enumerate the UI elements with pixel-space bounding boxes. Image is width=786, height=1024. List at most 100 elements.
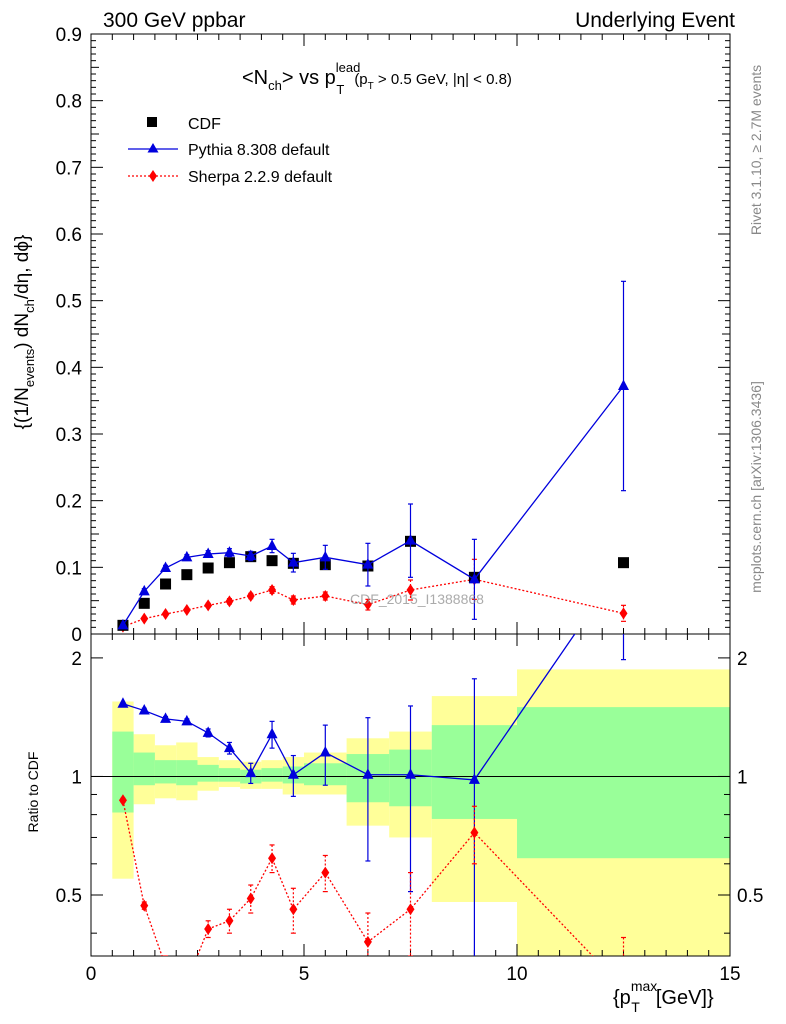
ratio-sherpa-2-2-9-default-point — [321, 866, 330, 879]
main-cdf-point — [618, 557, 629, 569]
main-y-tick-label: 0.4 — [56, 358, 83, 379]
main-pythia-8-308-default-point — [319, 550, 331, 562]
ratio-pythia-8-308-default-point — [266, 727, 278, 739]
title-part-mid: > vs p — [282, 67, 336, 89]
ratio-pythia-8-308-default-point — [223, 741, 235, 753]
ratio-sherpa-2-2-9-default-point — [183, 976, 191, 988]
ratio-sherpa-2-2-9-default-point — [162, 960, 170, 972]
main-y-tick-label: 0.6 — [56, 225, 82, 246]
main-sherpa-2-2-9-default-point — [289, 594, 298, 606]
ratio-band-green — [197, 764, 219, 782]
main-pythia-8-308-default-point — [245, 549, 257, 560]
title-cut-b: > 0.5 GeV, |η| < 0.8) — [374, 71, 512, 88]
ratio-y-tick-label-right: 0.5 — [737, 886, 763, 907]
plot-title: <Nch> vs plead T(pT > 0.5 GeV, |η| < 0.8) — [242, 60, 512, 97]
main-pythia-8-308-default-point — [117, 618, 129, 630]
main-pythia-8-308-default-point — [202, 547, 214, 558]
main-sherpa-2-2-9-default-point — [619, 607, 628, 620]
mcplots-label: mcplots.cern.ch [arXiv:1306.3436] — [748, 381, 764, 593]
ratio-pythia-8-308-default-point — [287, 768, 299, 779]
ratio-pythia-8-308-default-point — [405, 768, 416, 779]
ratio-y-tick-label: 0.5 — [56, 886, 82, 907]
rivet-version-label: Rivet 3.1.10, ≥ 2.7M events — [748, 65, 764, 235]
ratio-sherpa-2-2-9-default-point — [470, 826, 479, 839]
main-cdf-point — [266, 555, 278, 567]
ratio-sherpa-2-2-9-default-line — [122, 800, 594, 956]
ratio-sherpa-2-2-9-default-point — [204, 922, 213, 935]
title-part-main: <N — [242, 67, 268, 89]
title-cut-sub: T — [368, 81, 374, 92]
ratio-y-tick-label: 1 — [71, 767, 82, 788]
header-collision-label: 300 GeV ppbar — [103, 9, 245, 32]
title-sup-lead: lead — [336, 60, 361, 75]
main-y-tick-label: 0.2 — [56, 492, 82, 513]
ratio-sherpa-2-2-9-default-point — [246, 892, 255, 905]
title-cut-a: (p — [354, 71, 367, 88]
ratio-y-tick-label-right: 1 — [737, 767, 748, 788]
main-pythia-8-308-default-point — [223, 546, 235, 557]
legend-cdf-marker — [147, 117, 157, 127]
main-y-tick-label: 0.7 — [56, 158, 82, 179]
axis-tick-labels: 0 5 10 15 0 0.1 0.2 0.3 0.4 0.5 0.6 0.7 0.8 0.9 0.5 0.5… — [56, 25, 764, 985]
ratio-pythia-8-308-default-point — [138, 704, 150, 715]
main-sherpa-2-2-9-default-point — [246, 590, 255, 602]
main-cdf-point — [181, 569, 193, 581]
x-tick-label: 10 — [506, 964, 527, 985]
main-sherpa-2-2-9-default-point — [321, 590, 330, 602]
ratio-plot-data — [117, 634, 626, 988]
legend-pythia-label: Pythia 8.308 default — [188, 142, 330, 159]
ratio-sherpa-2-2-9-default-point — [406, 903, 415, 916]
ratio-sherpa-2-2-9-default-point — [225, 914, 234, 927]
main-pythia-8-308-default-point — [181, 550, 193, 562]
ratio-band-green — [176, 760, 198, 786]
ratio-y-axis-label: Ratio to CDF — [25, 752, 41, 833]
legend-pythia-marker — [147, 143, 159, 153]
legend: CDF Pythia 8.308 default Sherpa 2.2.9 de… — [128, 116, 333, 186]
main-sherpa-2-2-9-default-point — [268, 584, 277, 596]
legend-sherpa-label: Sherpa 2.2.9 default — [188, 169, 333, 186]
main-sherpa-2-2-9-default-point — [182, 604, 191, 616]
ratio-band-green — [261, 768, 283, 782]
main-cdf-point — [160, 578, 172, 590]
title-sub-t: T — [336, 82, 344, 97]
main-pythia-8-308-default-point — [138, 584, 150, 596]
main-y-tick-label: 0.3 — [56, 425, 82, 446]
main-pythia-8-308-default-line — [122, 385, 625, 626]
main-sherpa-2-2-9-default-point — [225, 595, 234, 608]
main-pythia-8-308-default-point — [287, 556, 299, 567]
ratio-pythia-8-308-default-point — [245, 766, 257, 778]
main-y-axis-label: {(1/Nevents) dNch/dη, dϕ} — [12, 235, 37, 430]
main-pythia-8-308-default-point — [362, 558, 374, 569]
analysis-watermark: CDF_2015_I1388868 — [350, 591, 484, 607]
ratio-band-green — [112, 731, 134, 813]
main-cdf-point — [202, 562, 214, 574]
x-tick-label: 15 — [719, 964, 740, 985]
ratio-band-green — [154, 760, 177, 784]
ratio-band-green — [133, 752, 155, 786]
svg-text:{(1/Nevents) dNch/dη, dϕ}: {(1/Nevents) dNch/dη, dϕ} — [12, 235, 37, 430]
x-tick-label: 0 — [86, 964, 97, 985]
x-axis-label: {pmax T [GeV]} — [613, 978, 714, 1015]
ratio-uncertainty-bands — [112, 669, 730, 956]
ratio-band-green — [517, 707, 730, 859]
ratio-pythia-8-308-default-point — [160, 712, 172, 723]
legend-sherpa-marker — [149, 170, 157, 182]
main-sherpa-2-2-9-default-point — [406, 584, 415, 596]
header-analysis-label: Underlying Event — [575, 9, 735, 32]
ratio-sherpa-2-2-9-default-point — [268, 852, 277, 865]
ratio-y-tick-label: 2 — [71, 649, 82, 670]
ratio-sherpa-2-2-9-default-point — [289, 903, 298, 916]
ratio-pythia-8-308-default-point — [319, 746, 331, 757]
main-cdf-point — [138, 597, 150, 609]
ratio-pythia-8-308-default-point — [202, 726, 214, 737]
main-y-tick-label: 0.5 — [56, 292, 82, 313]
ratio-y-tick-label-right: 2 — [737, 649, 748, 670]
main-pythia-8-308-default-point — [160, 561, 172, 572]
x-tick-label: 5 — [299, 964, 310, 985]
main-sherpa-2-2-9-default-point — [204, 599, 213, 612]
title-sub-ch: ch — [268, 78, 282, 93]
main-sherpa-2-2-9-default-point — [363, 598, 372, 611]
main-y-tick-label: 0.1 — [56, 558, 82, 579]
ratio-sherpa-2-2-9-default-point — [363, 935, 372, 948]
